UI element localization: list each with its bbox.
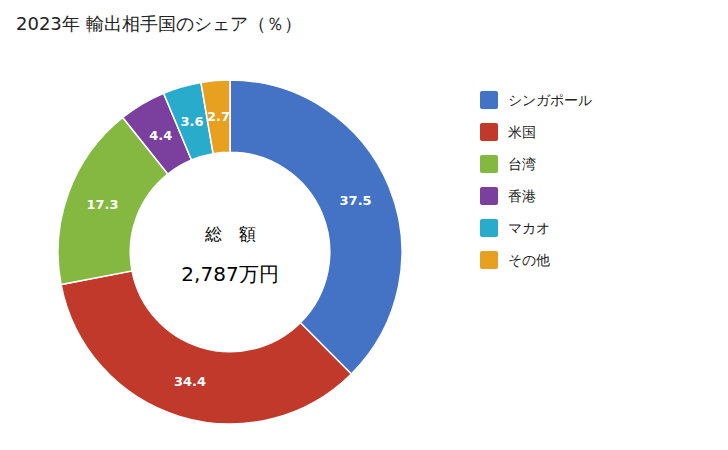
background [0, 0, 728, 450]
legend-label: その他 [508, 252, 550, 268]
center-label: 2,787万円 [181, 262, 278, 286]
slice [201, 80, 230, 154]
data-label: 3.6 [181, 114, 204, 129]
data-label: 17.3 [86, 197, 118, 212]
legend-swatch [480, 219, 498, 237]
legend-swatch [480, 123, 498, 141]
slice [230, 80, 402, 374]
legend-swatch [480, 155, 498, 173]
legend-label: マカオ [508, 220, 550, 236]
center-label: 総 額 [204, 224, 256, 244]
legend-swatch [480, 91, 498, 109]
data-label: 2.7 [207, 109, 230, 124]
slice [61, 271, 351, 424]
data-label: 4.4 [149, 128, 172, 143]
legend-swatch [480, 187, 498, 205]
title: 2023年 輸出相手国のシェア（％） [16, 13, 302, 34]
chart-svg: 2023年 輸出相手国のシェア（％） 37.5 34.4 17.3 4.4 3.62.7 総… [0, 0, 728, 450]
legend-label: シンガポール [508, 92, 592, 108]
legend: シンガポール米国台湾香港マカオその他 [480, 91, 592, 269]
legend-swatch [480, 251, 498, 269]
chart-root: 2023年 輸出相手国のシェア（％） 37.5 34.4 17.3 4.4 3.62.7 総… [0, 0, 728, 450]
legend-label: 米国 [508, 124, 536, 140]
legend-label: 台湾 [508, 156, 536, 172]
data-label: 37.5 [340, 193, 372, 208]
data-label: 34.4 [174, 374, 206, 389]
slices [58, 80, 402, 424]
legend-label: 香港 [508, 188, 536, 204]
data-labels: 37.5 34.4 17.3 4.4 3.62.7 [86, 109, 371, 389]
